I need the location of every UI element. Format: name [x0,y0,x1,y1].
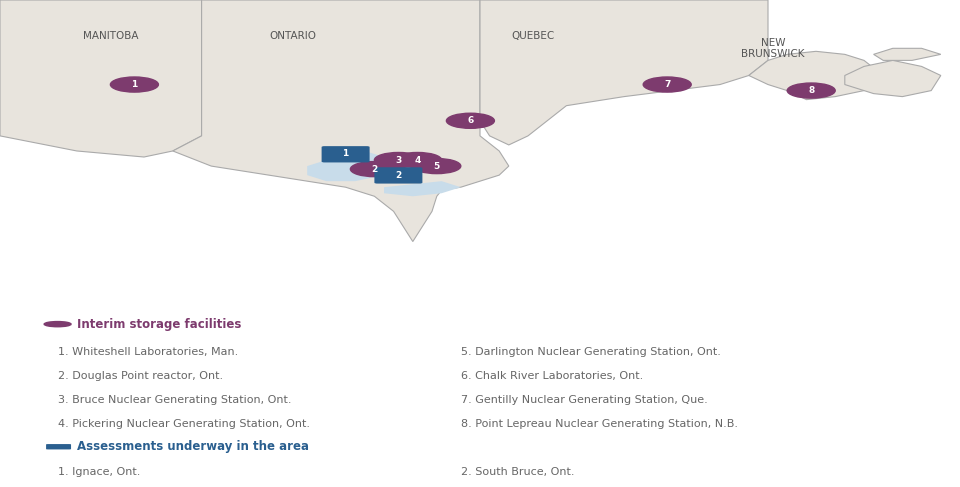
Text: 8: 8 [808,86,814,95]
Text: 7: 7 [664,80,670,89]
Text: NEW
BRUNSWICK: NEW BRUNSWICK [741,37,804,59]
Text: 2. South Bruce, Ont.: 2. South Bruce, Ont. [461,467,574,477]
Polygon shape [384,181,461,196]
Circle shape [110,77,158,92]
FancyBboxPatch shape [46,444,71,450]
Polygon shape [874,48,941,60]
Text: 1: 1 [343,150,348,158]
Text: 2: 2 [396,170,401,180]
Circle shape [44,321,71,327]
Text: ONTARIO: ONTARIO [270,31,316,41]
Text: QUEBEC: QUEBEC [511,31,555,41]
Circle shape [374,152,422,168]
Text: 3: 3 [396,155,401,165]
Circle shape [787,83,835,98]
Text: 8. Point Lepreau Nuclear Generating Station, N.B.: 8. Point Lepreau Nuclear Generating Stat… [461,419,738,429]
Polygon shape [307,151,394,181]
Circle shape [394,152,442,168]
Text: 6: 6 [468,116,473,125]
Polygon shape [749,51,883,100]
Polygon shape [845,60,941,96]
FancyBboxPatch shape [322,146,370,163]
Text: 2. Douglas Point reactor, Ont.: 2. Douglas Point reactor, Ont. [58,371,223,381]
Text: 7. Gentilly Nuclear Generating Station, Que.: 7. Gentilly Nuclear Generating Station, … [461,395,708,405]
Circle shape [446,113,494,128]
Text: 2: 2 [372,165,377,173]
Circle shape [413,159,461,173]
Text: 1. Ignace, Ont.: 1. Ignace, Ont. [58,467,140,477]
Circle shape [350,162,398,177]
Text: MANITOBA: MANITOBA [83,31,138,41]
Text: Interim storage facilities: Interim storage facilities [77,318,241,331]
Text: 1: 1 [132,80,137,89]
Text: 4: 4 [415,155,420,165]
Text: 6. Chalk River Laboratories, Ont.: 6. Chalk River Laboratories, Ont. [461,371,643,381]
Polygon shape [0,0,202,157]
Text: 5: 5 [434,162,440,170]
Text: 1. Whiteshell Laboratories, Man.: 1. Whiteshell Laboratories, Man. [58,347,238,357]
FancyBboxPatch shape [374,167,422,184]
Text: 4. Pickering Nuclear Generating Station, Ont.: 4. Pickering Nuclear Generating Station,… [58,419,309,429]
Polygon shape [173,0,509,242]
Text: 5. Darlington Nuclear Generating Station, Ont.: 5. Darlington Nuclear Generating Station… [461,347,721,357]
Polygon shape [480,0,768,145]
Circle shape [643,77,691,92]
Text: 3. Bruce Nuclear Generating Station, Ont.: 3. Bruce Nuclear Generating Station, Ont… [58,395,291,405]
Text: Assessments underway in the area: Assessments underway in the area [77,440,309,453]
